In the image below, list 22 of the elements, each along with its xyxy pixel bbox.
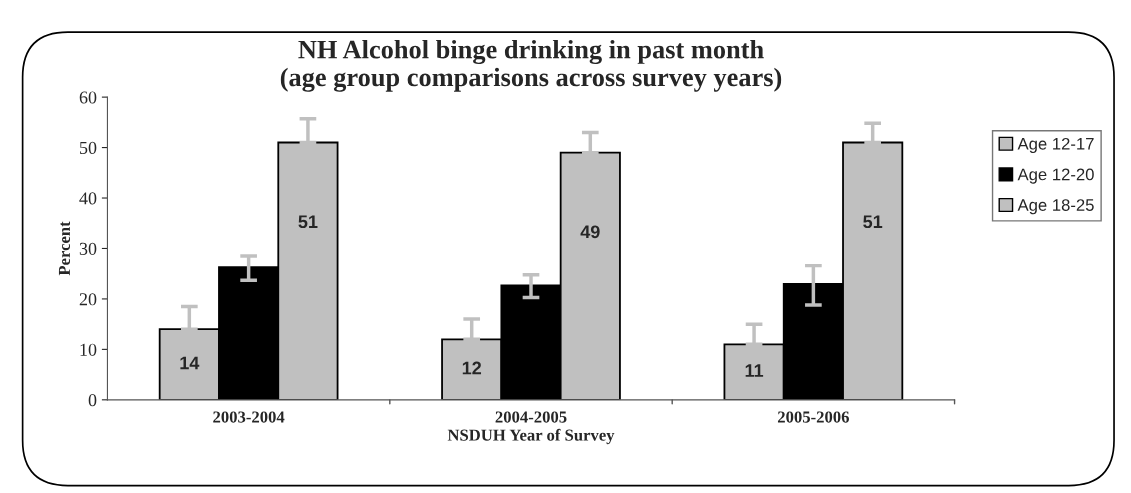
x-tick-label: 2005-2006 — [777, 411, 849, 423]
y-tick-label: 50 — [80, 141, 97, 155]
data-label: 14 — [180, 356, 200, 370]
y-tick-label: 20 — [79, 293, 97, 306]
legend-label: Age 12-17 — [1017, 137, 1094, 154]
x-tick-label: 2003-2004 — [213, 411, 285, 423]
data-label: 51 — [298, 215, 318, 229]
chart-title: NH Alcohol binge drinking in past month (age group comparisons across survey years) — [280, 39, 782, 92]
legend-label: Age 18-25 — [1017, 199, 1094, 215]
y-axis-title: Percent — [58, 221, 71, 276]
y-tick-label: 60 — [79, 91, 97, 104]
legend-label: Age 12-20 — [1017, 168, 1094, 184]
x-tick-label: 2004-2005 — [495, 411, 567, 423]
data-label: 51 — [863, 215, 883, 229]
y-tick-label: 30 — [79, 242, 97, 255]
y-tick-label: 10 — [80, 343, 97, 356]
data-label: 49 — [580, 225, 600, 239]
x-axis-title: NSDUH Year of Survey — [447, 428, 615, 445]
data-label: 11 — [745, 364, 764, 377]
y-tick-label: 40 — [79, 192, 97, 205]
y-tick-label: 0 — [88, 394, 97, 407]
data-label: 12 — [462, 361, 482, 375]
